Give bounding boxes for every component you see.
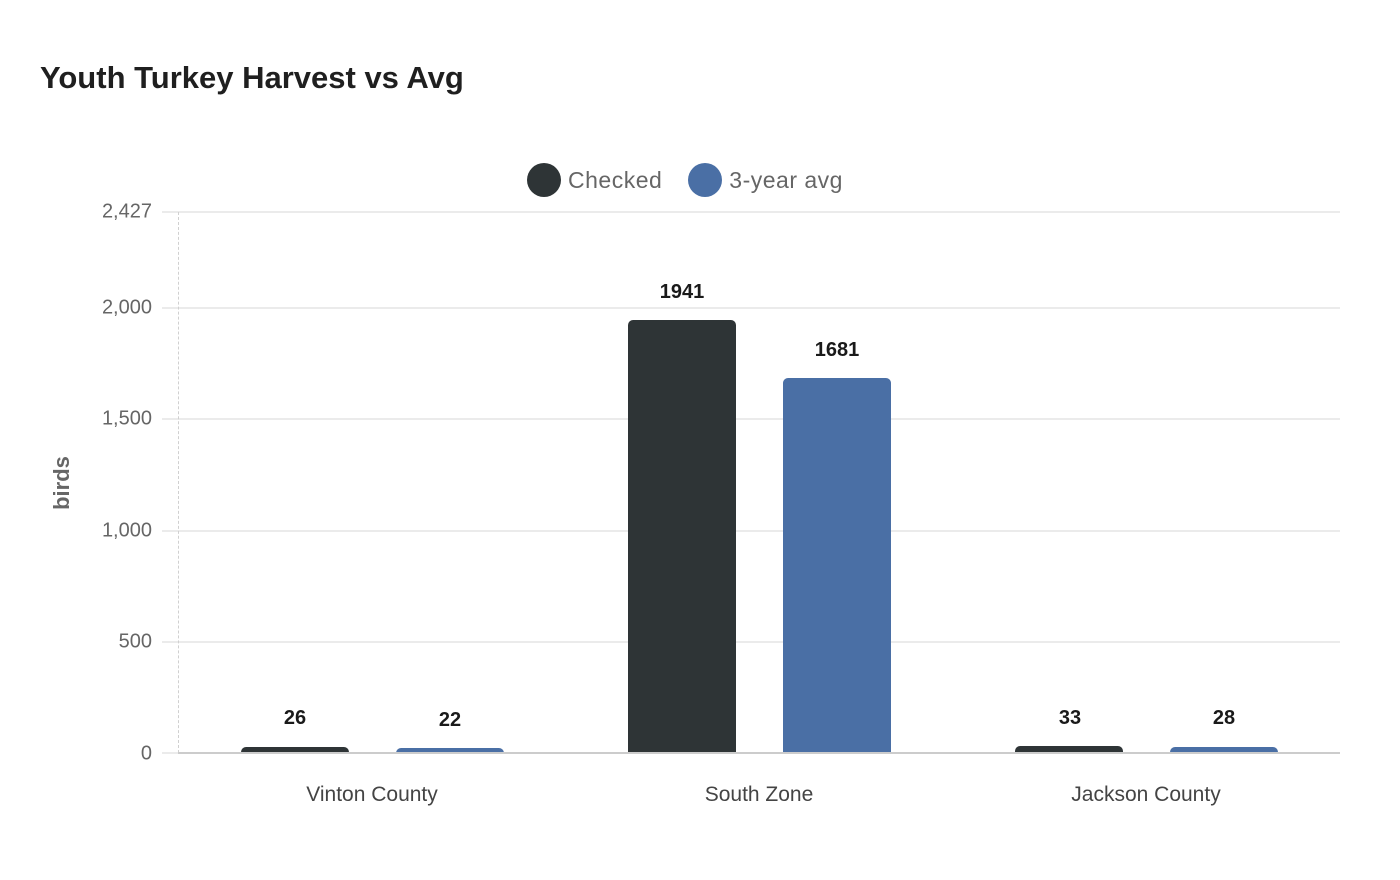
bar-value-label: 26: [283, 707, 307, 729]
x-tick: South Zone: [704, 783, 814, 806]
bar-vinton-avg[interactable]: [396, 748, 504, 753]
bar-value-label: 33: [1058, 707, 1082, 729]
y-axis-label: birds: [49, 456, 74, 510]
x-tick: Jackson County: [1071, 783, 1221, 806]
y-tick: 500: [118, 630, 152, 653]
legend-item-checked[interactable]: Checked: [527, 163, 662, 197]
bar-south-zone-avg[interactable]: [783, 378, 891, 753]
bar-jackson-avg[interactable]: [1170, 747, 1278, 753]
gridline: [162, 307, 1340, 309]
y-axis-line: [178, 212, 179, 753]
legend-dot-icon: [688, 163, 723, 197]
y-tick: 0: [140, 742, 152, 765]
gridline: [162, 530, 1340, 532]
legend: Checked 3-year avg: [527, 163, 869, 197]
bar-value-label: 1941: [659, 281, 705, 303]
y-tick: 2,427: [101, 200, 152, 223]
legend-item-3-year-avg[interactable]: 3-year avg: [688, 163, 843, 197]
bar-value-label: 1681: [814, 339, 860, 361]
y-tick: 2,000: [101, 296, 152, 319]
bar-jackson-checked[interactable]: [1015, 746, 1123, 753]
chart-title: Youth Turkey Harvest vs Avg: [40, 60, 464, 95]
legend-dot-icon: [527, 163, 561, 197]
legend-label: Checked: [568, 166, 663, 193]
bar-value-label: 22: [438, 709, 462, 731]
bar-value-label: 28: [1212, 707, 1236, 729]
y-tick: 1,000: [101, 519, 152, 542]
bar-south-zone-checked[interactable]: [628, 320, 736, 753]
gridline: [162, 418, 1340, 420]
x-tick: Vinton County: [306, 783, 438, 806]
gridline: [162, 211, 1340, 213]
y-tick: 1,500: [101, 407, 152, 430]
gridline: [162, 641, 1340, 643]
legend-label: 3-year avg: [729, 166, 843, 193]
x-axis-line: [178, 752, 1340, 754]
bar-vinton-checked[interactable]: [241, 747, 349, 753]
